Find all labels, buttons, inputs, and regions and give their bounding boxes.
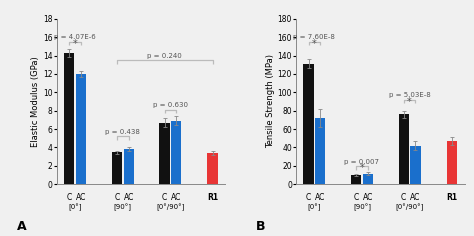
Text: AC: AC (123, 193, 134, 202)
Text: C: C (354, 193, 359, 202)
Text: C: C (114, 193, 119, 202)
Y-axis label: Tensile Strength (MPa): Tensile Strength (MPa) (265, 55, 274, 148)
Bar (171, 121, 182, 184)
Text: AC: AC (410, 193, 420, 202)
Text: [0°]: [0°] (308, 203, 321, 211)
Text: p = 0.438: p = 0.438 (105, 129, 140, 135)
Text: C: C (67, 193, 72, 202)
Bar (208, 153, 218, 184)
Bar (124, 149, 134, 184)
Text: p = 0.630: p = 0.630 (153, 102, 188, 108)
Bar (447, 141, 457, 184)
Text: p = 4.07E-6: p = 4.07E-6 (55, 34, 96, 40)
Bar (303, 64, 314, 184)
Text: p = 7.60E-8: p = 7.60E-8 (293, 34, 335, 40)
Text: *: * (360, 164, 365, 173)
Text: [0°/90°]: [0°/90°] (156, 203, 184, 211)
Text: C: C (401, 193, 406, 202)
Bar (363, 173, 373, 184)
Text: C: C (306, 193, 311, 202)
Bar (399, 114, 409, 184)
Text: p = 5.03E-8: p = 5.03E-8 (389, 92, 430, 98)
Text: AC: AC (76, 193, 86, 202)
Text: *: * (312, 39, 317, 49)
Text: p = 0.007: p = 0.007 (345, 159, 380, 165)
Bar (76, 74, 86, 184)
Bar (410, 146, 420, 184)
Text: [90°]: [90°] (353, 203, 371, 211)
Text: AC: AC (171, 193, 182, 202)
Text: *: * (73, 39, 78, 49)
Bar (64, 53, 74, 184)
Bar (315, 118, 325, 184)
Text: A: A (17, 220, 26, 233)
Text: AC: AC (363, 193, 373, 202)
Bar (159, 122, 170, 184)
Text: C: C (162, 193, 167, 202)
Text: B: B (255, 220, 265, 233)
Text: R1: R1 (446, 193, 457, 202)
Bar (112, 152, 122, 184)
Text: [0°/90°]: [0°/90°] (395, 203, 424, 211)
Text: p = 0.240: p = 0.240 (147, 53, 182, 59)
Text: *: * (407, 97, 412, 107)
Bar (351, 175, 361, 184)
Text: AC: AC (315, 193, 326, 202)
Y-axis label: Elastic Modulus (GPa): Elastic Modulus (GPa) (31, 56, 40, 147)
Text: [0°]: [0°] (68, 203, 82, 211)
Text: [90°]: [90°] (114, 203, 132, 211)
Text: R1: R1 (207, 193, 218, 202)
